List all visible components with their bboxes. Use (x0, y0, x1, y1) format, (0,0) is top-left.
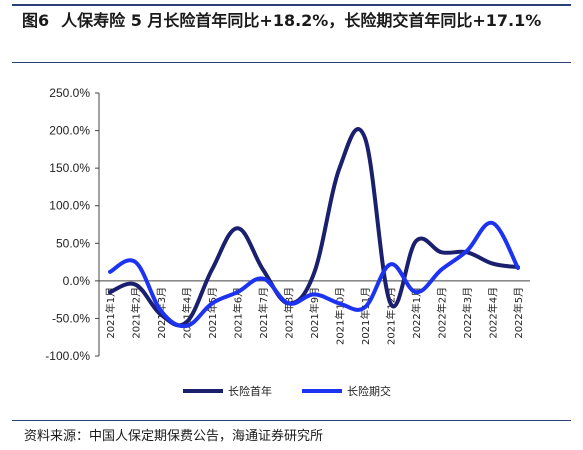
x-tick-label: 2021年6月 (232, 287, 245, 339)
x-tick-label: 2021年1月 (104, 287, 117, 339)
figure-label: 图6 (22, 11, 50, 30)
y-tick-label: 250.0% (49, 86, 90, 100)
top-rule (12, 4, 571, 6)
series-layer (108, 127, 520, 329)
legend-label: 长险首年 (228, 384, 272, 398)
source-note: 资料来源：中国人保定期保费公告，海通证券研究所 (24, 429, 324, 444)
y-axis: 250.0% 200.0% 150.0% 100.0% 50.0% 0.0% -50.0% -… (45, 86, 100, 363)
series-long-term-regular (108, 220, 520, 329)
x-tick-label: 2021年11月 (359, 287, 372, 345)
x-tick-label: 2022年4月 (487, 287, 500, 339)
legend-label: 长险期交 (347, 384, 391, 398)
y-tick-label: -100.0% (45, 349, 90, 363)
y-tick-label: 0.0% (63, 274, 91, 288)
bottom-rule (12, 420, 571, 421)
y-tick-label: 200.0% (49, 124, 90, 138)
x-tick-label: 2021年2月 (130, 287, 143, 339)
series-long-term-first-year (108, 127, 520, 328)
figure-title-text: 人保寿险 5 月长险首年同比+18.2%，长险期交首年同比+17.1% (61, 11, 542, 30)
x-tick-label: 2021年10月 (334, 287, 347, 345)
y-tick-label: -50.0% (52, 311, 90, 325)
x-tick-label: 2022年3月 (461, 287, 474, 339)
title-rule (12, 62, 571, 63)
x-tick-label: 2022年1月 (410, 287, 423, 339)
y-tick-label: 100.0% (49, 199, 90, 213)
x-tick-label: 2021年9月 (308, 287, 321, 339)
line-chart: 250.0% 200.0% 150.0% 100.0% 50.0% 0.0% -50.0% -… (45, 86, 530, 398)
x-tick-label: 2022年5月 (512, 287, 525, 339)
x-tick-label: 2021年7月 (257, 287, 270, 339)
x-tick-label: 2021年8月 (283, 287, 296, 339)
y-tick-label: 150.0% (49, 161, 90, 175)
y-tick-label: 50.0% (56, 236, 90, 250)
legend: 长险首年 长险期交 (183, 384, 391, 398)
x-tick-label: 2022年2月 (436, 287, 449, 339)
figure-title: 图6 人保寿险 5 月长险首年同比+18.2%，长险期交首年同比+17.1% (22, 10, 562, 32)
x-tick-label: 2021年5月 (206, 287, 219, 339)
